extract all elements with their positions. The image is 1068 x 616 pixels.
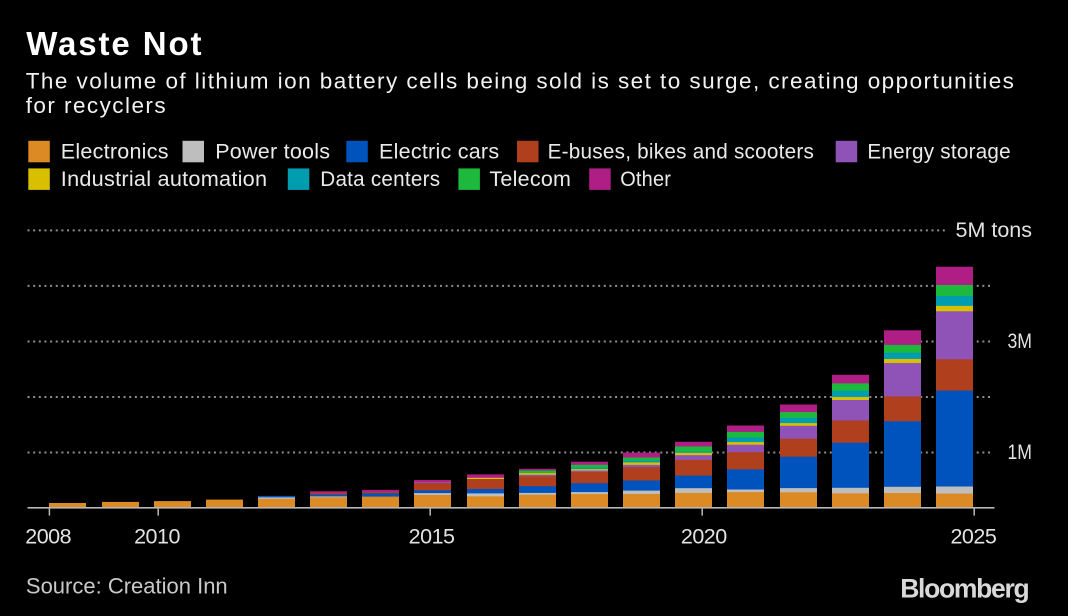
svg-text:Bloomberg: Bloomberg [900,573,1028,603]
svg-text:2020: 2020 [681,525,727,549]
svg-text:Waste Not: Waste Not [26,25,203,62]
svg-text:5M tons: 5M tons [956,218,1032,242]
svg-text:Electronics: Electronics [61,139,169,163]
svg-text:Electric cars: Electric cars [379,139,499,163]
svg-text:2010: 2010 [134,525,180,549]
svg-text:Source: Creation Inn: Source: Creation Inn [26,573,228,598]
svg-text:3M: 3M [1008,329,1033,353]
svg-text:Power tools: Power tools [215,139,330,163]
svg-text:2025: 2025 [950,525,996,549]
svg-text:Telecom: Telecom [489,167,571,191]
svg-text:Other: Other [620,167,671,191]
svg-text:2008: 2008 [25,525,71,549]
svg-text:for recyclers: for recyclers [26,93,167,118]
svg-text:The volume of lithium ion batt: The volume of lithium ion battery cells … [26,69,1016,94]
svg-text:Industrial automation: Industrial automation [61,167,268,191]
svg-text:Energy storage: Energy storage [867,139,1011,163]
svg-text:E-buses, bikes and scooters: E-buses, bikes and scooters [548,139,815,163]
svg-text:1M: 1M [1008,440,1033,464]
svg-text:Data centers: Data centers [320,167,440,191]
svg-text:2015: 2015 [409,525,455,549]
